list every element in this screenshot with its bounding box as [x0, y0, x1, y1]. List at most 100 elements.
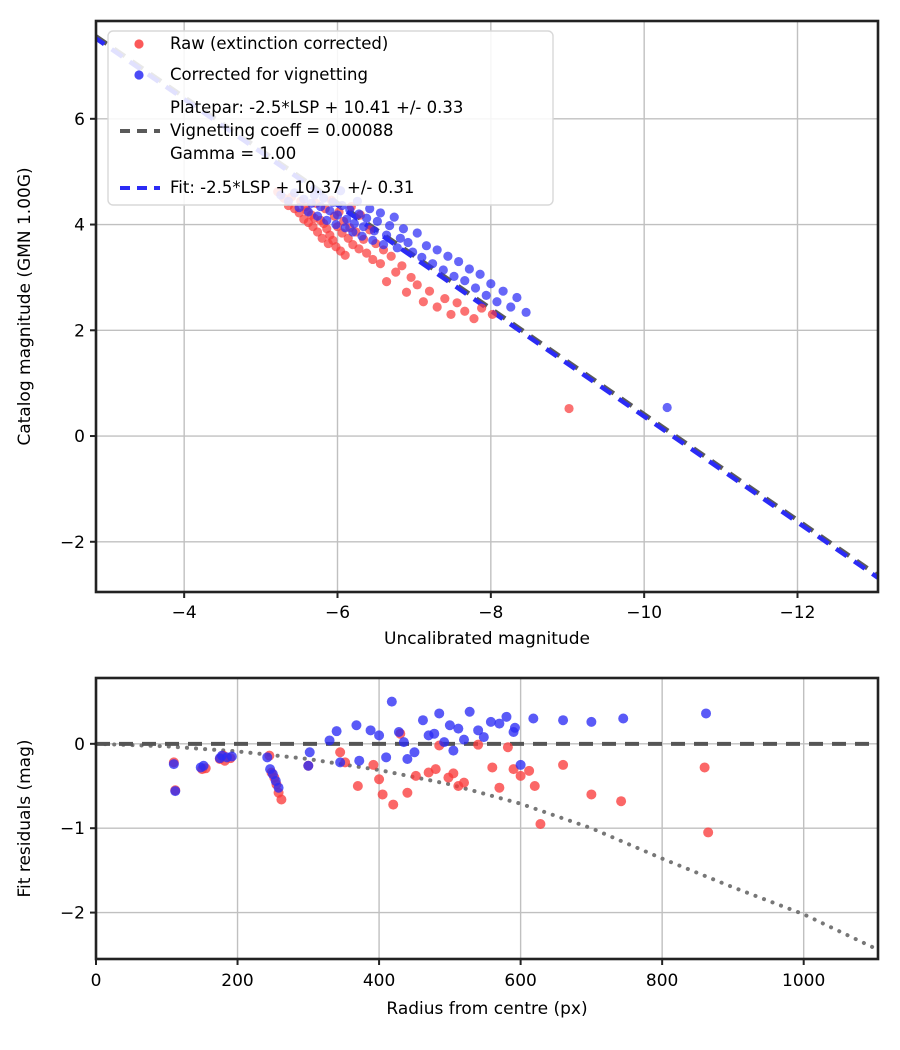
data-point — [342, 214, 352, 224]
data-point — [448, 745, 459, 756]
data-point — [452, 298, 462, 308]
data-point — [618, 713, 629, 724]
data-point — [362, 213, 372, 223]
data-point — [409, 747, 420, 758]
data-point — [558, 715, 569, 726]
data-point — [446, 309, 456, 320]
data-point — [412, 280, 422, 290]
data-point — [469, 314, 479, 324]
data-point — [198, 760, 209, 771]
data-point — [304, 747, 315, 758]
xtick-label-0: −4 — [172, 603, 197, 623]
data-point — [443, 251, 453, 261]
data-point — [403, 237, 413, 248]
ytick-label-2: 2 — [74, 321, 85, 341]
data-point — [385, 221, 395, 231]
top-yaxis-label: Catalog magnitude (GMN 1.00G) — [15, 167, 35, 445]
legend: Raw (extinction corrected) Corrected for … — [107, 30, 554, 206]
data-point — [473, 725, 484, 736]
legend-label-raw: Raw (extinction corrected) — [170, 34, 388, 53]
data-point — [481, 290, 491, 300]
data-point — [303, 207, 313, 217]
data-point — [331, 219, 341, 230]
data-point — [354, 244, 364, 254]
data-point — [492, 297, 502, 307]
data-point — [351, 720, 362, 731]
data-point — [485, 716, 496, 727]
legend-label-vignetting-coeff: Vignetting coeff = 0.00088 — [170, 121, 394, 140]
data-point — [322, 215, 332, 225]
legend-marker-corrected — [134, 70, 144, 80]
ytick-label-0: −2 — [60, 533, 85, 553]
data-point — [662, 402, 672, 413]
data-point — [386, 251, 396, 261]
data-point — [335, 747, 346, 758]
bottom-panel: 0 200 400 600 800 1000 0 −1 −2 Radius from centre… — [15, 676, 880, 1019]
data-point — [343, 233, 353, 243]
data-point — [401, 287, 412, 297]
xtick-label-2: 400 — [363, 971, 395, 991]
data-point — [410, 770, 421, 781]
data-point — [262, 752, 273, 763]
data-point — [357, 231, 367, 241]
data-point — [475, 269, 485, 279]
xtick-label-5: 1000 — [782, 971, 825, 991]
data-point — [701, 708, 712, 719]
ytick-label-1: −1 — [60, 819, 85, 839]
data-point — [335, 757, 346, 768]
legend-label-platepar: Platepar: -2.5*LSP + 10.41 +/- 0.33 — [170, 98, 463, 117]
data-point — [388, 799, 399, 810]
data-point — [378, 240, 389, 250]
data-point — [354, 755, 365, 766]
data-point — [417, 715, 428, 726]
data-point — [398, 737, 409, 748]
data-point — [375, 259, 386, 269]
data-point — [345, 205, 355, 215]
xtick-label-1: −6 — [325, 603, 350, 623]
data-point — [325, 206, 335, 216]
legend-label-gamma: Gamma = 1.00 — [170, 144, 296, 163]
data-point — [348, 227, 358, 237]
data-point — [421, 241, 432, 251]
data-point — [365, 725, 376, 736]
xtick-label-4: −12 — [780, 603, 816, 623]
data-point — [478, 732, 489, 743]
data-point — [487, 309, 497, 320]
data-point — [460, 306, 470, 316]
data-point — [494, 718, 505, 729]
ytick-label-4: 6 — [74, 110, 85, 130]
data-point — [381, 277, 392, 287]
data-point — [424, 286, 435, 296]
data-point — [417, 252, 427, 262]
data-point — [408, 247, 418, 257]
legend-box — [107, 30, 554, 206]
data-point — [438, 265, 448, 275]
data-point — [395, 233, 405, 243]
data-point — [430, 764, 441, 775]
data-point — [368, 235, 378, 246]
data-point — [332, 210, 343, 220]
data-point — [354, 209, 364, 219]
data-point — [349, 218, 359, 229]
data-point — [464, 264, 474, 274]
data-point — [586, 789, 597, 800]
data-point — [312, 211, 323, 221]
data-point — [381, 230, 392, 240]
data-point — [381, 752, 392, 763]
data-point — [524, 765, 535, 776]
data-point — [529, 781, 540, 792]
data-point — [449, 271, 459, 281]
data-point — [459, 734, 469, 745]
data-point — [444, 720, 455, 731]
data-point — [374, 774, 385, 785]
data-point — [331, 726, 342, 737]
data-point — [362, 248, 372, 258]
data-point — [487, 762, 498, 773]
data-point — [226, 751, 237, 762]
data-point — [494, 782, 505, 793]
ytick-label-1: 0 — [74, 427, 85, 447]
data-point — [502, 742, 513, 753]
data-point — [365, 204, 375, 214]
data-point — [703, 827, 714, 838]
